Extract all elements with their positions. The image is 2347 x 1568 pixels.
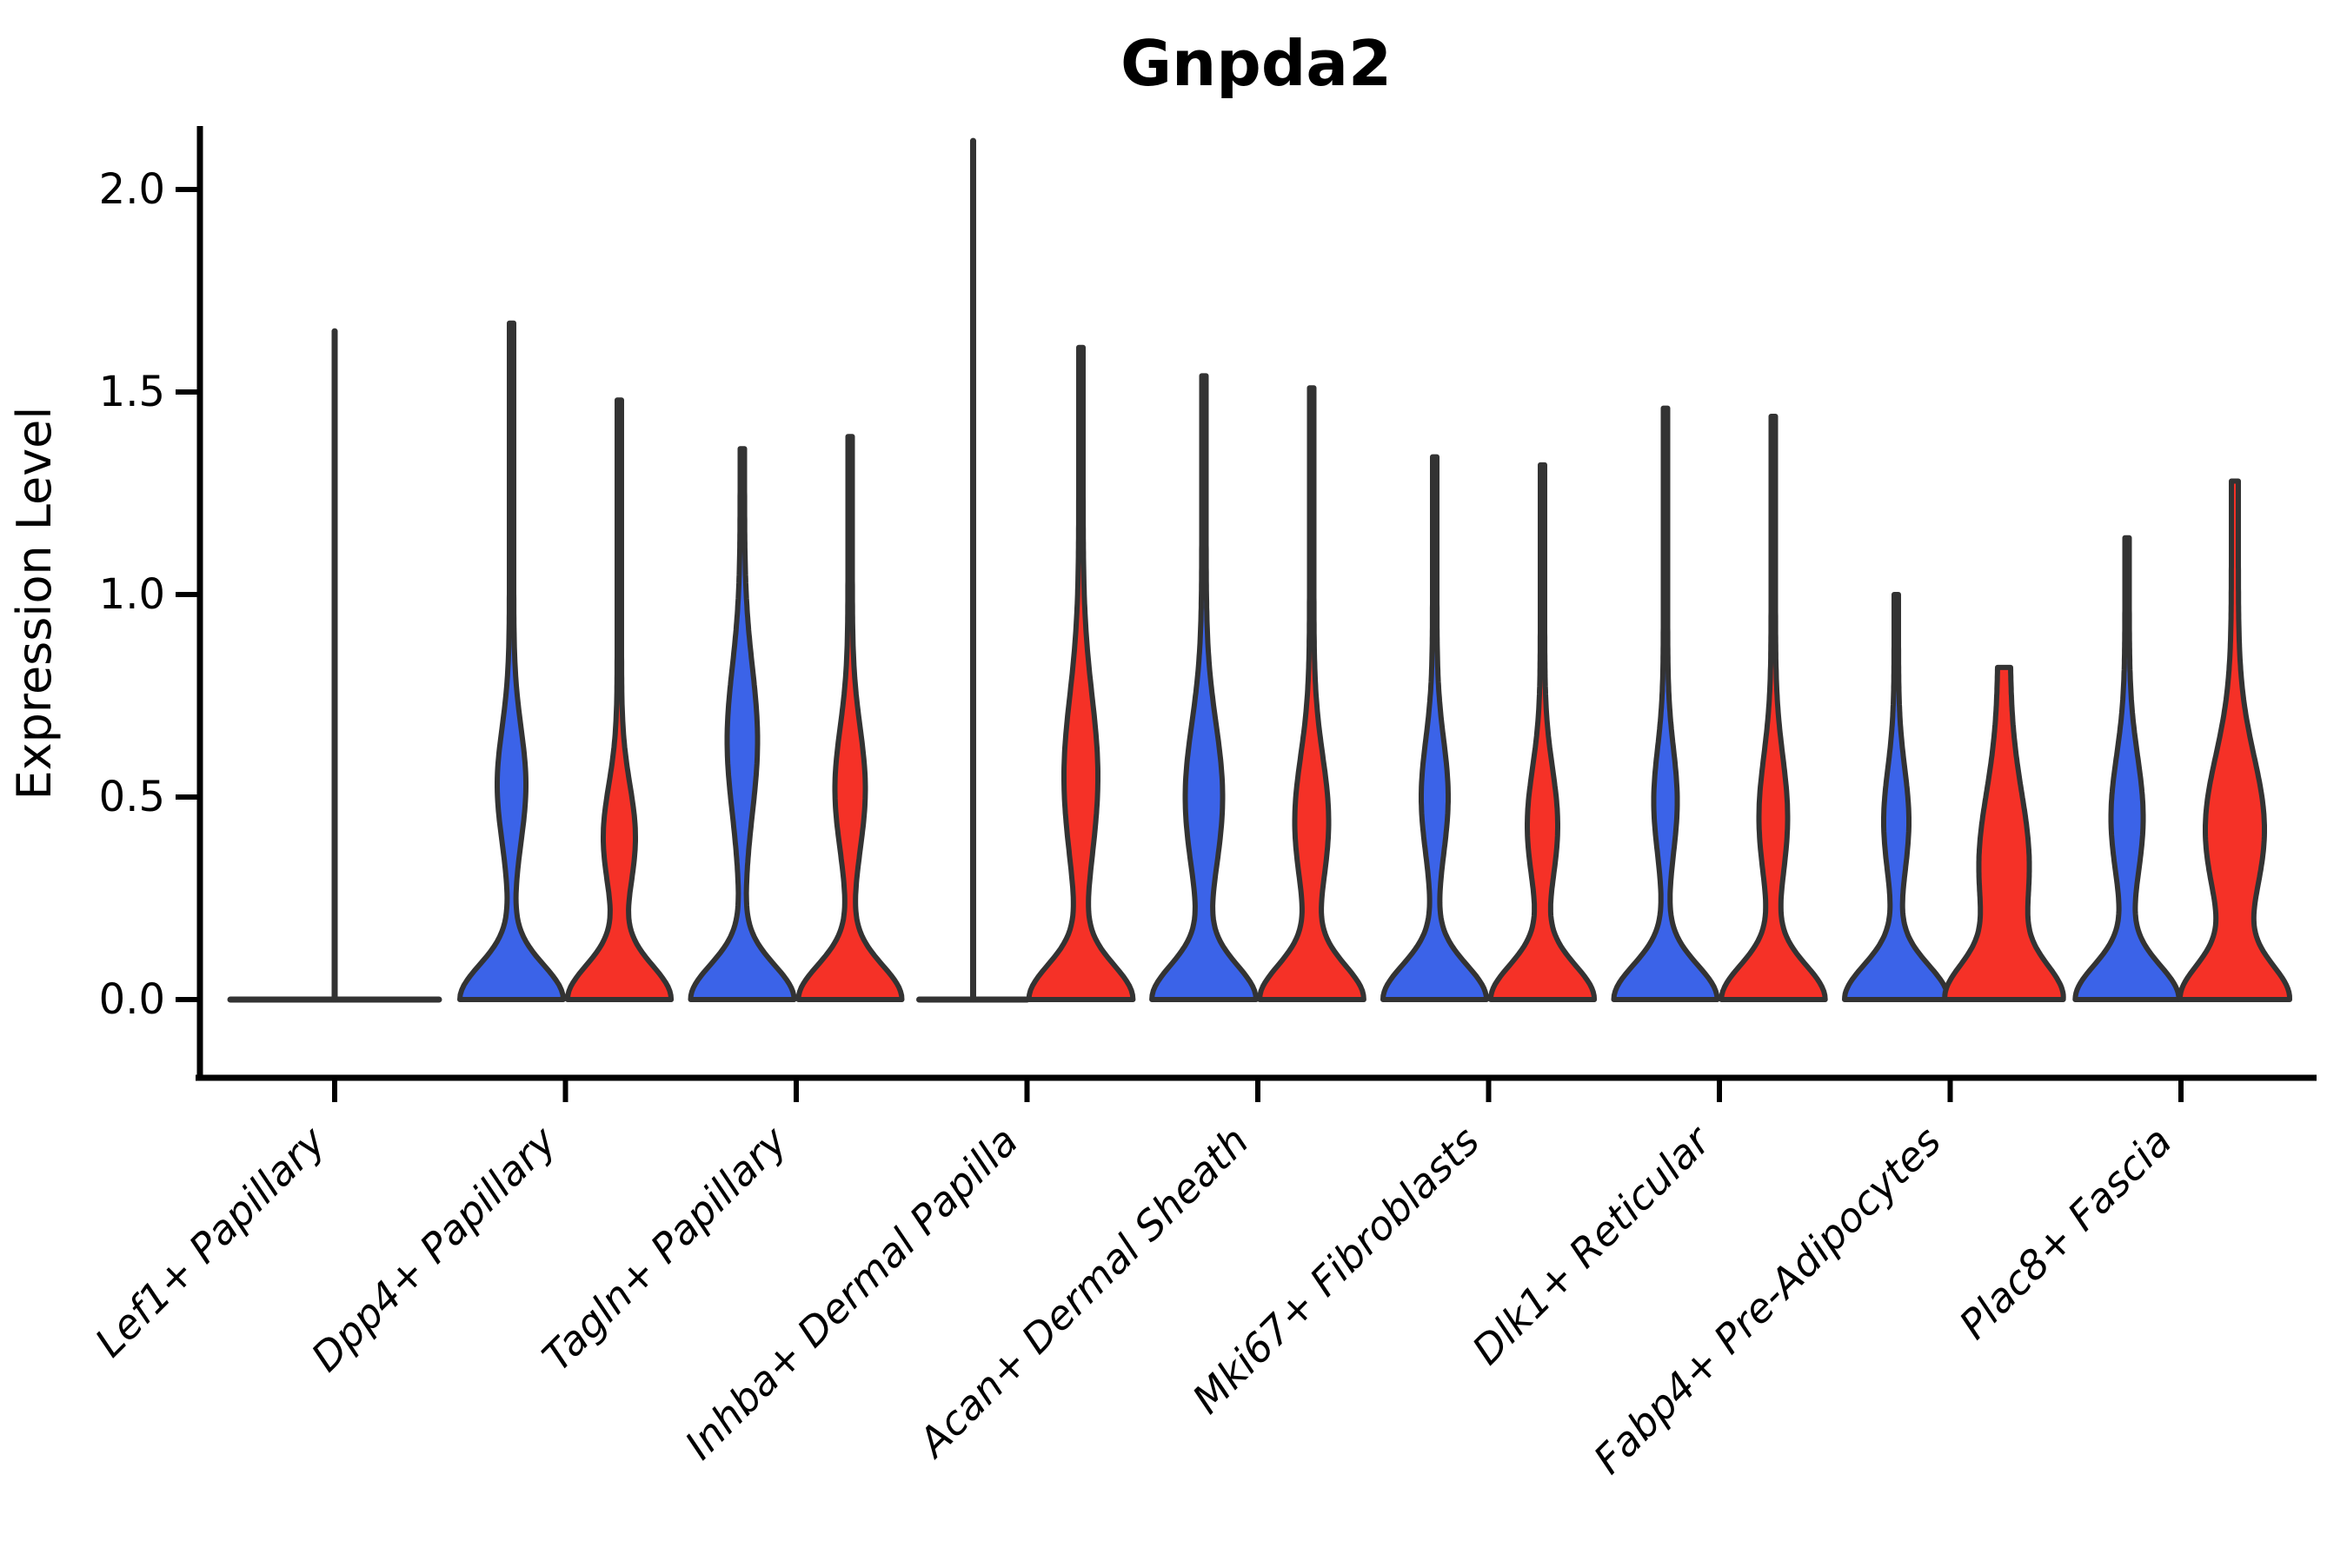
violin-4-red: [1257, 385, 1366, 1002]
violin-4-blue: [1149, 373, 1259, 1002]
violin-1-blue: [457, 320, 566, 1002]
violin-2-red: [795, 434, 905, 1002]
y-axis-label: Expression Level: [7, 407, 62, 801]
violin-7-blue: [1842, 592, 1951, 1002]
violin-6-blue: [1611, 405, 1720, 1002]
violin-6-red: [1719, 414, 1828, 1002]
y-tick-label: 0.5: [99, 773, 165, 821]
violin-2-blue: [688, 446, 797, 1002]
y-tick-label: 1.5: [99, 368, 165, 416]
y-tick-label: 1.0: [99, 570, 165, 619]
violin-7-red: [1942, 664, 2066, 1002]
chart-title: Gnpda2: [1120, 27, 1392, 100]
violin-8-blue: [2072, 535, 2182, 1002]
violin-shapes: [227, 137, 2292, 1003]
violin-5-red: [1487, 462, 1598, 1002]
violin-1-red: [564, 397, 675, 1002]
violin-8-red: [2177, 478, 2292, 1002]
violin-5-blue: [1380, 454, 1489, 1002]
y-tick-label: 2.0: [99, 165, 165, 214]
violin-3-red: [1026, 344, 1136, 1002]
y-axis-ticks: 0.0 0.5 1.0 1.5 2.0: [99, 165, 200, 1024]
y-tick-label: 0.0: [99, 975, 165, 1024]
